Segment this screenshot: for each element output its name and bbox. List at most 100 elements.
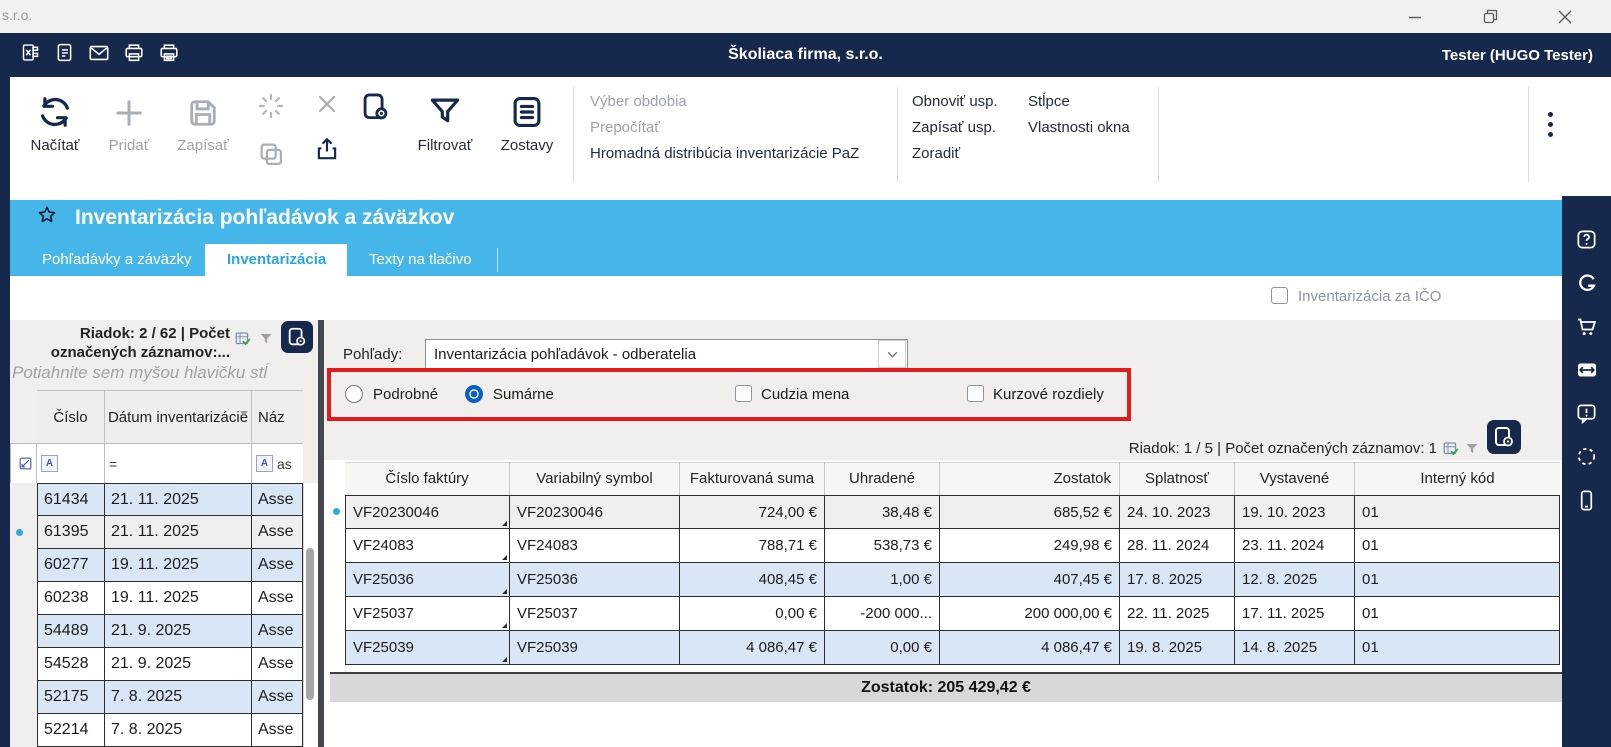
restore-button[interactable] xyxy=(1458,0,1522,33)
cell-paid[interactable]: 538,73 € xyxy=(825,529,940,563)
menu-item-save-layout[interactable]: Zapísať usp. xyxy=(912,119,997,136)
cart-icon[interactable] xyxy=(1562,305,1611,348)
col-balance[interactable]: Zostatok xyxy=(940,462,1120,495)
exchange-diff-label[interactable]: Kurzové rozdiely xyxy=(993,386,1104,403)
mail-icon[interactable] xyxy=(88,42,110,69)
left-filter-number[interactable]: A xyxy=(37,443,105,483)
duplicate-icon[interactable] xyxy=(257,140,285,173)
chat-icon[interactable] xyxy=(1562,262,1611,305)
cell-issued[interactable]: 12. 8. 2025 xyxy=(1235,563,1355,597)
menu-item-sort[interactable]: Zoradiť xyxy=(912,145,961,162)
cell-invoice-no[interactable]: VF20230046 xyxy=(345,495,510,529)
exchange-diff-checkbox[interactable] xyxy=(967,385,984,402)
list-cell-date[interactable]: 7. 8. 2025 xyxy=(105,681,252,714)
list-cell-number[interactable]: 54528 xyxy=(37,648,105,681)
cell-paid[interactable]: 0,00 € xyxy=(825,631,940,665)
cell-balance[interactable]: 200 000,00 € xyxy=(940,597,1120,631)
menu-item-bulk-distribution[interactable]: Hromadná distribúcia inventarizácie PaZ xyxy=(590,145,860,162)
cell-issued[interactable]: 23. 11. 2024 xyxy=(1235,529,1355,563)
radio-summary-label[interactable]: Sumárne xyxy=(493,386,554,403)
cell-balance[interactable]: 407,45 € xyxy=(940,563,1120,597)
cell-balance[interactable]: 685,52 € xyxy=(940,495,1120,529)
cell-internal-code[interactable]: 01 xyxy=(1355,529,1560,563)
list-cell-name[interactable]: Asse xyxy=(252,549,303,582)
close-record-icon[interactable] xyxy=(314,91,340,122)
list-cell-date[interactable]: 21. 11. 2025 xyxy=(105,516,252,549)
menu-item-window-properties[interactable]: Vlastnosti okna xyxy=(1028,119,1130,136)
list-cell-date[interactable]: 7. 8. 2025 xyxy=(105,714,252,747)
left-filter-date[interactable]: = xyxy=(105,443,252,483)
cell-issued[interactable]: 17. 11. 2025 xyxy=(1235,597,1355,631)
radio-detailed[interactable] xyxy=(345,385,363,403)
left-col-number[interactable]: Číslo xyxy=(37,390,105,443)
list-cell-number[interactable]: 60238 xyxy=(37,582,105,615)
cell-balance[interactable]: 4 086,47 € xyxy=(940,631,1120,665)
list-cell-name[interactable]: Asse xyxy=(252,714,303,747)
cell-due-date[interactable]: 19. 8. 2025 xyxy=(1120,631,1235,665)
list-cell-date[interactable]: 21. 11. 2025 xyxy=(105,483,252,516)
print-settings-icon[interactable] xyxy=(158,42,180,69)
menu-item-period[interactable]: Výber obdobia xyxy=(590,93,687,110)
col-issued[interactable]: Vystavené xyxy=(1235,462,1355,495)
grid-check-icon[interactable] xyxy=(1442,440,1460,463)
cell-invoiced-amount[interactable]: 724,00 € xyxy=(680,495,825,529)
ico-checkbox[interactable] xyxy=(1271,287,1288,304)
cell-variable-symbol[interactable]: VF20230046 xyxy=(510,495,680,529)
list-cell-date[interactable]: 19. 11. 2025 xyxy=(105,549,252,582)
cell-paid[interactable]: 1,00 € xyxy=(825,563,940,597)
cell-invoiced-amount[interactable]: 408,45 € xyxy=(680,563,825,597)
list-cell-name[interactable]: Asse xyxy=(252,615,303,648)
col-invoiced-amount[interactable]: Fakturovaná suma xyxy=(680,462,825,495)
scan-icon[interactable] xyxy=(1562,435,1611,478)
list-cell-date[interactable]: 21. 9. 2025 xyxy=(105,615,252,648)
menu-item-columns[interactable]: Stĺpce xyxy=(1028,93,1070,110)
tab-print-texts[interactable]: Texty na tlačivo xyxy=(369,251,472,268)
list-cell-date[interactable]: 21. 9. 2025 xyxy=(105,648,252,681)
cell-variable-symbol[interactable]: VF25037 xyxy=(510,597,680,631)
cell-variable-symbol[interactable]: VF25039 xyxy=(510,631,680,665)
remote-support-icon[interactable] xyxy=(1562,348,1611,391)
cell-invoiced-amount[interactable]: 4 086,47 € xyxy=(680,631,825,665)
cell-invoice-no[interactable]: VF25039 xyxy=(345,631,510,665)
left-filter-tools-cell[interactable] xyxy=(10,443,37,483)
load-button[interactable]: Načítať xyxy=(20,87,90,154)
cell-internal-code[interactable]: 01 xyxy=(1355,631,1560,665)
feedback-icon[interactable] xyxy=(1562,392,1611,435)
col-invoice-no[interactable]: Číslo faktúry xyxy=(345,462,510,495)
cell-invoice-no[interactable]: VF25036 xyxy=(345,563,510,597)
cell-due-date[interactable]: 24. 10. 2023 xyxy=(1120,495,1235,529)
record-search-badge-icon[interactable] xyxy=(1487,420,1521,454)
panel-splitter[interactable] xyxy=(318,320,324,747)
col-variable-symbol[interactable]: Variabilný symbol xyxy=(510,462,680,495)
cell-internal-code[interactable]: 01 xyxy=(1355,563,1560,597)
tab-inventory[interactable]: Inventarizácia xyxy=(205,244,347,276)
list-cell-number[interactable]: 61395 xyxy=(37,516,105,549)
radio-summary[interactable] xyxy=(465,385,483,403)
cell-invoice-no[interactable]: VF24083 xyxy=(345,529,510,563)
left-col-date[interactable]: Dátum inventarizácie xyxy=(105,390,252,443)
cell-internal-code[interactable]: 01 xyxy=(1355,597,1560,631)
left-scrollbar-thumb[interactable] xyxy=(306,548,314,700)
cell-due-date[interactable]: 22. 11. 2025 xyxy=(1120,597,1235,631)
list-cell-name[interactable]: Asse xyxy=(252,582,303,615)
favorite-star-icon[interactable] xyxy=(36,204,58,231)
list-cell-number[interactable]: 52175 xyxy=(37,681,105,714)
col-due-date[interactable]: Splatnosť xyxy=(1120,462,1235,495)
filter-small-icon[interactable] xyxy=(258,331,274,352)
record-search-badge-icon[interactable] xyxy=(281,321,313,353)
help-icon[interactable] xyxy=(1562,218,1611,261)
tab-receivables[interactable]: Pohľadávky a záväzky xyxy=(42,251,192,268)
spinner-icon[interactable] xyxy=(256,91,286,126)
filter-small-icon[interactable] xyxy=(1464,441,1480,462)
minimize-button[interactable] xyxy=(1383,0,1447,33)
cell-due-date[interactable]: 28. 11. 2024 xyxy=(1120,529,1235,563)
grid-check-icon[interactable] xyxy=(234,330,252,353)
list-cell-number[interactable]: 54489 xyxy=(37,615,105,648)
document-icon[interactable] xyxy=(54,42,75,68)
cell-invoiced-amount[interactable]: 0,00 € xyxy=(680,597,825,631)
excel-export-icon[interactable] xyxy=(20,42,41,68)
foreign-currency-label[interactable]: Cudzia mena xyxy=(761,386,850,403)
col-internal-code[interactable]: Interný kód xyxy=(1355,462,1560,495)
filter-button[interactable]: Filtrovať xyxy=(410,87,480,154)
